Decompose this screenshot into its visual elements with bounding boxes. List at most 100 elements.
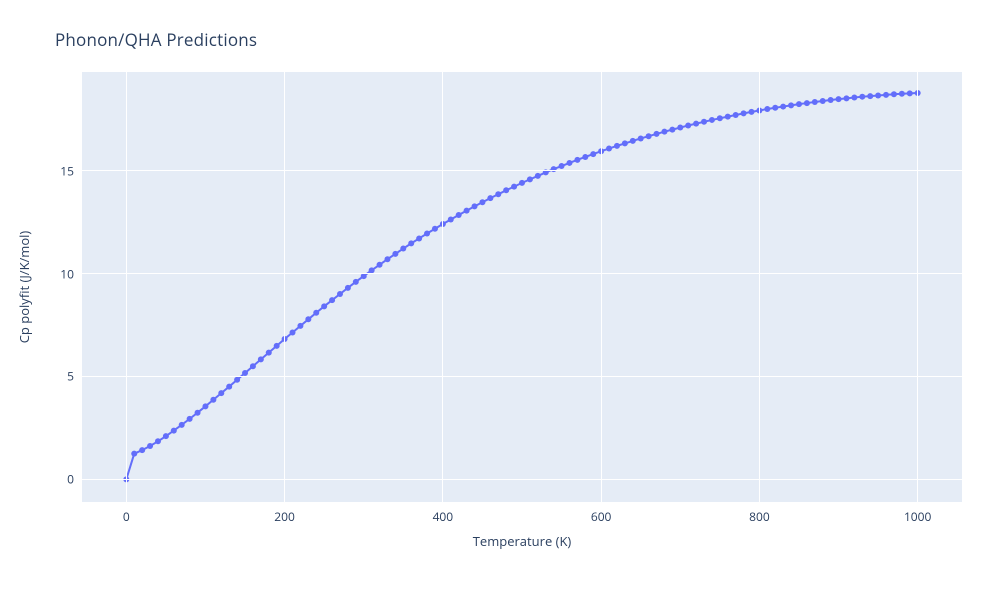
series-line — [126, 93, 917, 479]
data-marker[interactable] — [487, 195, 493, 201]
data-marker[interactable] — [313, 310, 319, 316]
data-marker[interactable] — [337, 291, 343, 297]
data-marker[interactable] — [329, 297, 335, 303]
data-marker[interactable] — [384, 256, 390, 262]
data-marker[interactable] — [590, 151, 596, 157]
data-marker[interactable] — [218, 390, 224, 396]
data-marker[interactable] — [891, 91, 897, 97]
data-marker[interactable] — [867, 93, 873, 99]
data-marker[interactable] — [527, 176, 533, 182]
data-marker[interactable] — [266, 350, 272, 356]
data-marker[interactable] — [495, 191, 501, 197]
data-marker[interactable] — [258, 356, 264, 362]
data-marker[interactable] — [179, 422, 185, 428]
data-marker[interactable] — [202, 403, 208, 409]
data-marker[interactable] — [669, 127, 675, 133]
data-marker[interactable] — [693, 121, 699, 127]
data-marker[interactable] — [456, 212, 462, 218]
data-marker[interactable] — [851, 95, 857, 101]
data-marker[interactable] — [717, 115, 723, 121]
data-marker[interactable] — [772, 105, 778, 111]
data-marker[interactable] — [582, 154, 588, 160]
data-marker[interactable] — [424, 231, 430, 237]
data-marker[interactable] — [187, 416, 193, 422]
data-marker[interactable] — [297, 323, 303, 329]
data-marker[interactable] — [748, 109, 754, 115]
data-marker[interactable] — [733, 112, 739, 118]
data-marker[interactable] — [780, 104, 786, 110]
data-marker[interactable] — [654, 131, 660, 137]
x-tick-label: 200 — [274, 508, 295, 525]
data-marker[interactable] — [226, 384, 232, 390]
x-gridline — [601, 72, 602, 502]
data-marker[interactable] — [353, 279, 359, 285]
x-tick-label: 1000 — [904, 508, 931, 525]
data-marker[interactable] — [147, 443, 153, 449]
data-marker[interactable] — [210, 397, 216, 403]
data-marker[interactable] — [408, 240, 414, 246]
data-marker[interactable] — [630, 138, 636, 144]
data-marker[interactable] — [392, 251, 398, 257]
chart-container: { "chart": { "type": "line+markers", "ti… — [0, 0, 1000, 600]
data-marker[interactable] — [305, 316, 311, 322]
data-marker[interactable] — [448, 217, 454, 223]
data-marker[interactable] — [804, 100, 810, 106]
data-marker[interactable] — [479, 199, 485, 205]
chart-svg — [0, 0, 1000, 600]
data-marker[interactable] — [812, 99, 818, 105]
data-marker[interactable] — [566, 160, 572, 166]
data-marker[interactable] — [472, 203, 478, 209]
data-marker[interactable] — [764, 106, 770, 112]
data-marker[interactable] — [677, 125, 683, 131]
data-marker[interactable] — [155, 438, 161, 444]
data-marker[interactable] — [701, 119, 707, 125]
data-marker[interactable] — [195, 410, 201, 416]
data-marker[interactable] — [416, 235, 422, 241]
data-marker[interactable] — [875, 92, 881, 98]
data-marker[interactable] — [400, 246, 406, 252]
data-marker[interactable] — [274, 343, 280, 349]
y-gridline — [82, 479, 962, 480]
data-marker[interactable] — [843, 95, 849, 101]
x-gridline — [442, 72, 443, 502]
y-tick-label: 5 — [44, 368, 74, 385]
data-marker[interactable] — [709, 117, 715, 123]
data-marker[interactable] — [464, 208, 470, 214]
data-marker[interactable] — [321, 303, 327, 309]
data-marker[interactable] — [574, 157, 580, 163]
data-marker[interactable] — [638, 135, 644, 141]
data-marker[interactable] — [907, 90, 913, 96]
data-marker[interactable] — [828, 97, 834, 103]
data-marker[interactable] — [290, 329, 296, 335]
data-marker[interactable] — [234, 377, 240, 383]
data-marker[interactable] — [519, 180, 525, 186]
data-marker[interactable] — [535, 173, 541, 179]
data-marker[interactable] — [725, 114, 731, 120]
data-marker[interactable] — [606, 146, 612, 152]
data-marker[interactable] — [646, 133, 652, 139]
data-marker[interactable] — [685, 122, 691, 128]
data-marker[interactable] — [503, 187, 509, 193]
x-tick-label: 400 — [433, 508, 454, 525]
data-marker[interactable] — [788, 102, 794, 108]
data-marker[interactable] — [559, 163, 565, 169]
data-marker[interactable] — [171, 428, 177, 434]
data-marker[interactable] — [614, 143, 620, 149]
data-marker[interactable] — [131, 451, 137, 457]
data-marker[interactable] — [250, 363, 256, 369]
data-marker[interactable] — [820, 98, 826, 104]
data-marker[interactable] — [377, 262, 383, 268]
data-marker[interactable] — [345, 285, 351, 291]
data-marker[interactable] — [661, 129, 667, 135]
data-marker[interactable] — [859, 94, 865, 100]
data-marker[interactable] — [511, 184, 517, 190]
data-marker[interactable] — [139, 447, 145, 453]
data-marker[interactable] — [163, 433, 169, 439]
data-marker[interactable] — [622, 140, 628, 146]
data-marker[interactable] — [899, 91, 905, 97]
data-marker[interactable] — [432, 226, 438, 232]
data-marker[interactable] — [796, 101, 802, 107]
data-marker[interactable] — [741, 110, 747, 116]
data-marker[interactable] — [836, 96, 842, 102]
data-marker[interactable] — [883, 92, 889, 98]
